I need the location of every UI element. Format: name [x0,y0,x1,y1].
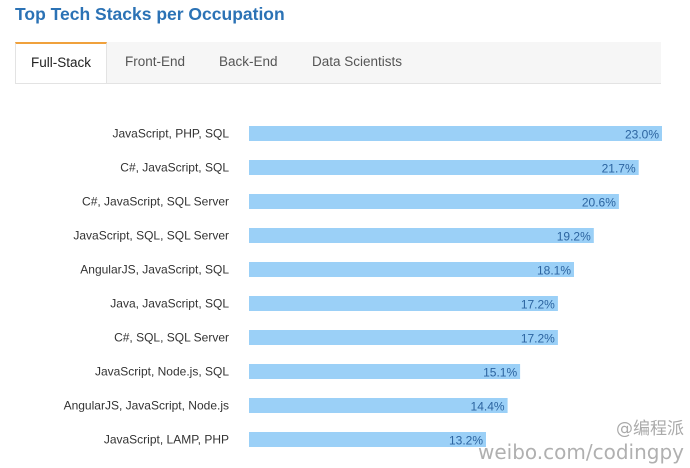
category-label-3: JavaScript, SQL, SQL Server [73,229,229,243]
category-label-9: JavaScript, LAMP, PHP [104,433,229,447]
value-label-6: 17.2% [521,332,555,346]
value-label-9: 13.2% [449,434,483,448]
category-label-0: JavaScript, PHP, SQL [113,127,230,141]
category-label-5: Java, JavaScript, SQL [110,297,229,311]
category-label-6: C#, SQL, SQL Server [114,331,229,345]
tab-bar: Full-Stack Front-End Back-End Data Scien… [15,42,661,84]
value-label-3: 19.2% [557,230,591,244]
watermark-handle: @编程派 [616,419,684,439]
category-label-7: JavaScript, Node.js, SQL [95,365,229,379]
value-label-5: 17.2% [521,298,555,312]
value-label-0: 23.0% [625,128,659,142]
category-label-4: AngularJS, JavaScript, SQL [80,263,229,277]
bar-7 [249,364,521,379]
category-label-1: C#, JavaScript, SQL [120,161,229,175]
value-label-7: 15.1% [483,366,517,380]
tab-front-end[interactable]: Front-End [125,54,186,69]
category-label-2: C#, JavaScript, SQL Server [82,195,229,209]
value-label-1: 21.7% [602,162,636,176]
bar-9 [249,432,486,447]
bar-1 [249,160,639,175]
page-title: Top Tech Stacks per Occupation [15,4,285,24]
category-label-8: AngularJS, JavaScript, Node.js [64,399,229,413]
value-label-4: 18.1% [537,264,571,278]
watermark-url: weibo.com/codingpy [478,440,684,464]
bar-0 [249,126,662,141]
bar-5 [249,296,558,311]
bar-2 [249,194,619,209]
tab-data-scientists[interactable]: Data Scientists [312,54,403,69]
bar-6 [249,330,558,345]
watermark: @编程派 weibo.com/codingpy [478,410,690,468]
bar-4 [249,262,574,277]
value-label-8: 14.4% [471,400,505,414]
tab-back-end[interactable]: Back-End [219,54,278,69]
bar-8 [249,398,508,413]
tab-full-stack[interactable]: Full-Stack [15,42,107,83]
bar-3 [249,228,594,243]
value-label-2: 20.6% [582,196,616,210]
